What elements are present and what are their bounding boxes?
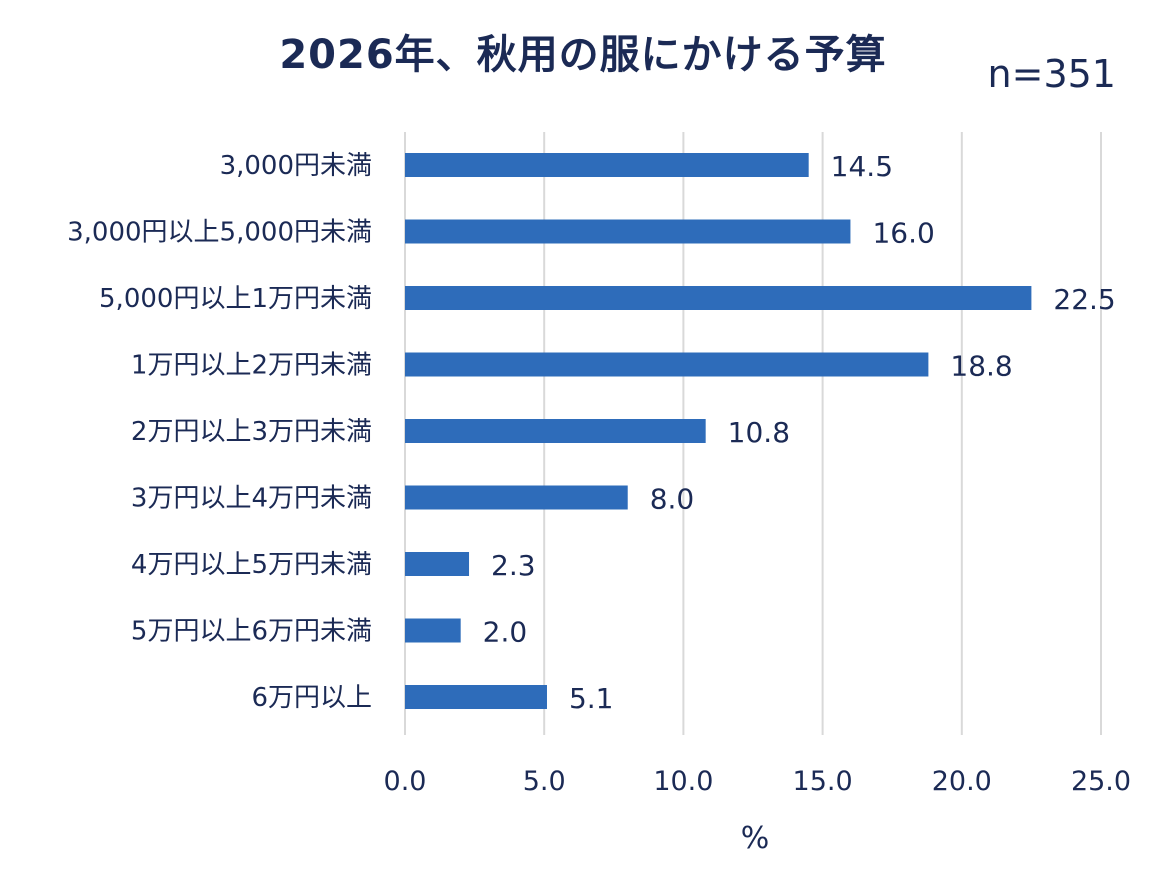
data-label: 10.8	[728, 416, 790, 449]
sample-size-note: n=351	[987, 52, 1116, 96]
category-label: 1万円以上2万円未満	[131, 351, 372, 381]
bar	[405, 685, 547, 709]
category-label: 2万円以上3万円未満	[131, 417, 372, 447]
category-label: 3,000円未満	[220, 151, 372, 181]
data-label: 16.0	[872, 217, 934, 250]
bar	[405, 286, 1032, 310]
x-tick-label: 15.0	[793, 766, 853, 797]
bar	[405, 419, 706, 443]
bar	[405, 219, 851, 244]
data-label: 18.8	[950, 350, 1012, 383]
data-label: 8.0	[650, 483, 695, 516]
category-label: 3,000円以上5,000円未満	[67, 218, 372, 248]
bar	[405, 485, 628, 510]
bar	[405, 552, 470, 576]
data-label: 14.5	[831, 150, 893, 183]
x-tick-label: 20.0	[932, 766, 992, 797]
category-label: 5万円以上6万円未満	[131, 617, 372, 647]
x-tick-label: 25.0	[1071, 766, 1131, 797]
data-label: 5.1	[569, 682, 614, 715]
category-label: 3万円以上4万円未満	[131, 484, 372, 514]
category-label: 4万円以上5万円未満	[131, 550, 372, 580]
bar	[405, 153, 809, 177]
x-tick-label: 10.0	[653, 766, 713, 797]
data-label: 22.5	[1053, 283, 1115, 316]
x-tick-label: 5.0	[523, 766, 566, 797]
bar	[405, 618, 461, 643]
data-label: 2.3	[491, 549, 536, 582]
category-label: 6万円以上	[251, 683, 372, 713]
bar	[405, 352, 929, 377]
chart-title: 2026年、秋用の服にかける予算	[279, 32, 887, 78]
x-axis-title: %	[741, 821, 770, 856]
data-label: 2.0	[483, 616, 528, 649]
category-label: 5,000円以上1万円未満	[99, 284, 372, 314]
x-tick-label: 0.0	[384, 766, 427, 797]
